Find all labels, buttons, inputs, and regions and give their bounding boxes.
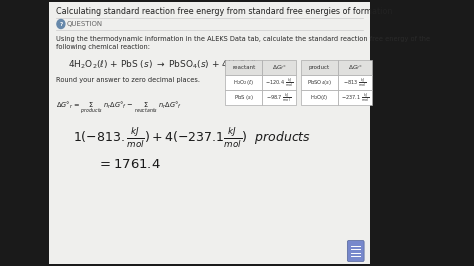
Bar [301, 90, 338, 105]
FancyBboxPatch shape [347, 240, 364, 261]
Text: $\Delta G°_r$ = $\underset{products}{\Sigma}$ $n_r\Delta G°_f$ $-$ $\underset{re: $\Delta G°_r$ = $\underset{products}{\Si… [55, 100, 182, 117]
Text: 4H$_2$O$_2$($\ell$) + PbS ($s$) $\rightarrow$ PbSO$_4$($s$) + 4H$_2$O($\ell$): 4H$_2$O$_2$($\ell$) + PbS ($s$) $\righta… [68, 59, 257, 71]
Text: following chemical reaction:: following chemical reaction: [55, 44, 150, 50]
Text: $-$237.1 $\frac{kJ}{mol}$: $-$237.1 $\frac{kJ}{mol}$ [340, 91, 369, 104]
Text: QUESTION: QUESTION [67, 21, 103, 27]
Text: $\Delta G_f°$: $\Delta G_f°$ [272, 63, 286, 72]
Bar [301, 75, 338, 90]
Text: H$_2$O$_2$($\ell$): H$_2$O$_2$($\ell$) [233, 78, 254, 87]
Bar [338, 90, 372, 105]
Text: $1(-813.\frac{kJ}{mol}) + 4(-237.1\frac{kJ}{mol})$  products: $1(-813.\frac{kJ}{mol}) + 4(-237.1\frac{… [73, 126, 311, 150]
Text: product: product [309, 65, 330, 70]
Text: $-$120.4 $\frac{kJ}{mol}$: $-$120.4 $\frac{kJ}{mol}$ [264, 76, 293, 89]
Text: Using the thermodynamic information in the ALEKS Data tab, calculate the standar: Using the thermodynamic information in t… [55, 36, 430, 42]
Text: $\Delta G_f°$: $\Delta G_f°$ [347, 63, 362, 72]
Text: PbS ($s$): PbS ($s$) [234, 93, 254, 102]
Text: $-$813 $\frac{kJ}{mol}$: $-$813 $\frac{kJ}{mol}$ [343, 76, 367, 89]
Text: H$_2$O($\ell$): H$_2$O($\ell$) [310, 93, 329, 102]
Text: PbSO$_4$($s$): PbSO$_4$($s$) [307, 78, 332, 87]
Bar [301, 60, 338, 75]
Text: ?: ? [59, 22, 63, 27]
Bar [338, 75, 372, 90]
Bar [262, 60, 296, 75]
Bar [338, 60, 372, 75]
Bar [225, 60, 262, 75]
Text: Calculating standard reaction free energy from standard free energies of formati: Calculating standard reaction free energ… [55, 7, 392, 16]
Bar [48, 2, 370, 264]
Text: $= 1761.4$: $= 1761.4$ [97, 159, 161, 172]
Bar [262, 90, 296, 105]
Text: reactant: reactant [232, 65, 255, 70]
Bar [262, 75, 296, 90]
Text: $-$98.7 $\frac{kJ}{mol}$: $-$98.7 $\frac{kJ}{mol}$ [266, 91, 292, 104]
Bar [225, 90, 262, 105]
Text: Round your answer to zero decimal places.: Round your answer to zero decimal places… [55, 77, 200, 83]
Circle shape [57, 19, 65, 28]
Bar [225, 75, 262, 90]
